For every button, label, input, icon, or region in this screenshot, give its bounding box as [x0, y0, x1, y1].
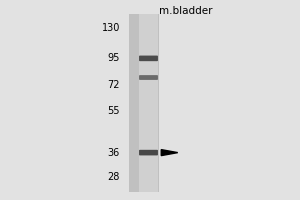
Text: m.bladder: m.bladder [159, 6, 213, 16]
Polygon shape [161, 150, 178, 156]
Text: 28: 28 [108, 172, 120, 182]
Bar [139, 14, 158, 192]
FancyBboxPatch shape [139, 56, 158, 61]
Text: 36: 36 [108, 148, 120, 158]
Text: 130: 130 [102, 23, 120, 33]
FancyBboxPatch shape [139, 75, 158, 80]
Text: 72: 72 [107, 80, 120, 90]
Text: 95: 95 [108, 53, 120, 63]
Bar [129, 14, 159, 192]
FancyBboxPatch shape [139, 150, 158, 155]
Text: 55: 55 [107, 106, 120, 116]
